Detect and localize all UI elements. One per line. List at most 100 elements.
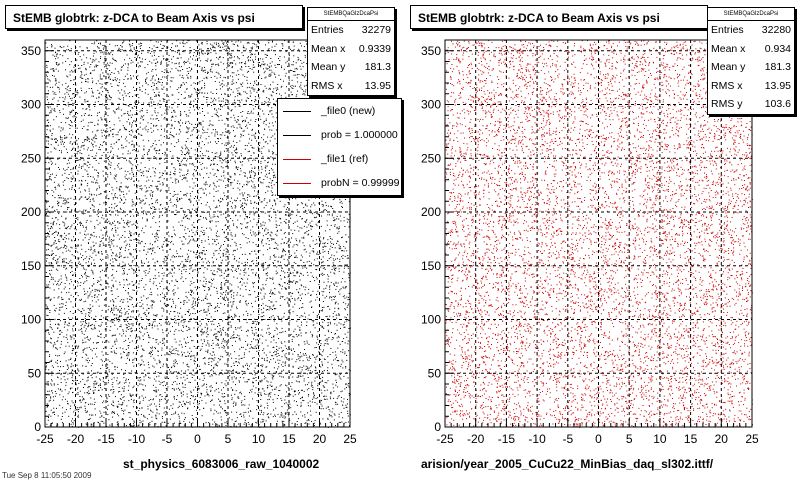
scatter-point [299,86,301,88]
scatter-point [268,170,270,171]
scatter-point [206,250,207,251]
scatter-point [107,320,109,322]
scatter-point [155,423,157,425]
scatter-point [320,353,322,355]
scatter-point [201,168,203,170]
scatter-point [139,89,141,91]
scatter-point [195,386,196,388]
scatter-point [268,327,270,329]
scatter-point [286,357,288,359]
scatter-point [92,241,94,243]
scatter-point [96,289,98,291]
scatter-point [250,294,252,296]
scatter-point [163,310,165,312]
scatter-point [262,221,264,223]
scatter-point [192,277,194,279]
scatter-point [160,324,162,326]
scatter-point [151,420,153,422]
scatter-point [190,140,192,142]
scatter-point [114,340,116,342]
scatter-point [253,282,255,284]
scatter-point [203,308,205,310]
scatter-point [241,373,243,375]
scatter-point [118,106,120,108]
scatter-point [304,248,306,250]
scatter-point [175,411,177,413]
scatter-point [259,338,261,340]
scatter-point [347,421,349,423]
scatter-point [163,142,164,144]
scatter-point [59,309,61,311]
scatter-point [218,347,220,349]
scatter-point [195,170,197,172]
scatter-point [182,353,183,355]
scatter-point [327,343,329,345]
scatter-point [286,288,287,290]
scatter-point [262,61,264,63]
scatter-point [213,42,215,44]
scatter-point [199,161,201,163]
scatter-point [253,90,255,92]
scatter-point [188,127,190,129]
scatter-point [300,389,302,391]
scatter-point [276,89,277,91]
scatter-point [80,257,82,258]
scatter-point [88,266,90,267]
scatter-point [210,97,212,99]
scatter-point [87,336,88,338]
scatter-point [103,87,105,89]
scatter-point [116,255,118,257]
scatter-point [100,379,102,381]
scatter-point [131,169,133,171]
scatter-point [136,222,138,224]
scatter-point [270,94,272,96]
scatter-point [275,256,277,258]
scatter-point [195,177,197,179]
scatter-point [121,115,123,117]
scatter-point [156,315,158,317]
scatter-point [95,383,97,385]
scatter-point [241,62,242,64]
scatter-point [188,321,190,323]
scatter-point [256,409,258,411]
scatter-point [267,393,269,395]
scatter-point [162,214,163,216]
scatter-point [128,326,130,327]
scatter-point [162,385,164,387]
scatter-point [115,231,117,233]
scatter-point [206,194,207,196]
scatter-point [252,320,254,322]
scatter-point [103,62,105,63]
scatter-point [129,243,130,245]
scatter-point [289,273,291,275]
scatter-point [68,317,70,319]
scatter-point [228,316,230,318]
scatter-point [253,207,255,209]
scatter-point [231,316,232,317]
scatter-point [181,220,183,222]
scatter-point [48,414,50,416]
scatter-point [287,264,289,266]
scatter-point [133,223,135,225]
scatter-point [218,119,220,121]
scatter-point [135,337,136,339]
scatter-point [233,223,235,225]
scatter-point [270,396,272,398]
scatter-point [193,169,195,171]
scatter-point [260,84,262,85]
scatter-point [315,347,317,348]
scatter-point [157,288,159,290]
scatter-point [212,320,214,322]
scatter-point [75,384,77,386]
scatter-point [234,207,236,209]
scatter-point [272,378,274,380]
scatter-point [327,278,329,280]
scatter-point [139,65,141,67]
scatter-point [147,190,149,192]
scatter-point [118,85,120,87]
scatter-point [132,201,134,203]
scatter-point [92,176,94,178]
scatter-point [182,122,183,124]
scatter-point [158,153,160,155]
scatter-point [119,168,121,170]
